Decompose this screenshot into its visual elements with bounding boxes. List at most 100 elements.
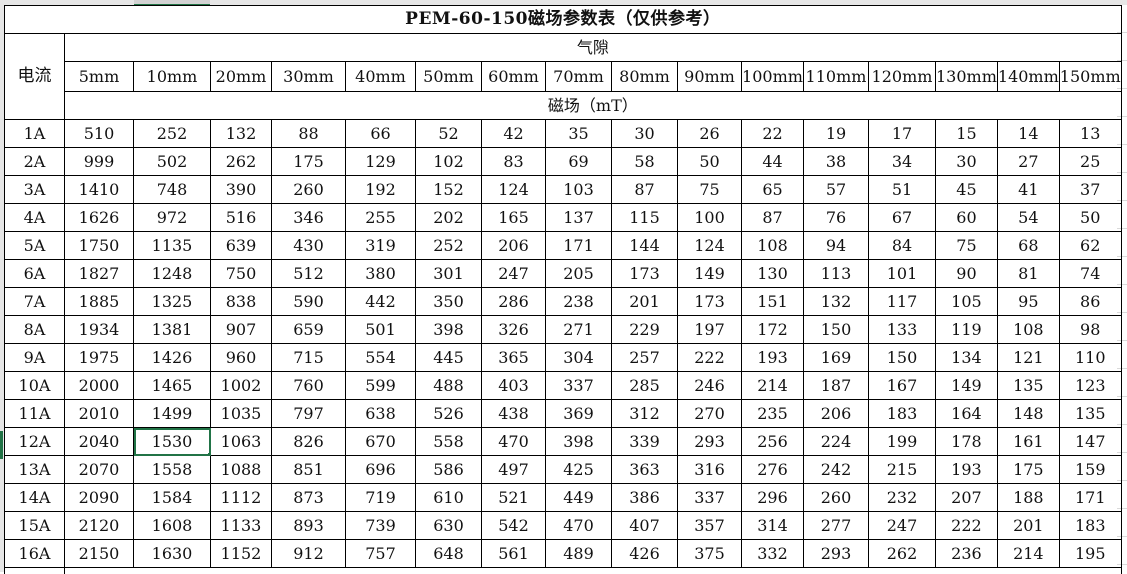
field-value-cell[interactable]: 257 [612, 344, 678, 372]
field-value-cell[interactable]: 242 [804, 456, 869, 484]
field-value-cell[interactable]: 1975 [65, 344, 134, 372]
field-value-cell[interactable]: 132 [804, 288, 869, 316]
field-value-cell[interactable]: 130 [742, 260, 804, 288]
field-value-cell[interactable]: 648 [416, 540, 482, 568]
field-value-cell[interactable]: 256 [742, 428, 804, 456]
field-value-cell[interactable]: 101 [869, 260, 936, 288]
field-value-cell[interactable]: 1827 [65, 260, 134, 288]
table-title[interactable]: PEM-60-150磁场参数表（仅供参考） [5, 6, 1122, 34]
current-cell[interactable]: 13A [5, 456, 65, 484]
field-value-cell[interactable]: 1750 [65, 232, 134, 260]
field-value-cell[interactable]: 285 [612, 372, 678, 400]
field-value-cell[interactable]: 51 [869, 176, 936, 204]
field-value-cell[interactable]: 37 [1059, 176, 1121, 204]
field-value-cell[interactable]: 167 [869, 372, 936, 400]
field-value-cell[interactable]: 201 [997, 512, 1059, 540]
field-value-cell[interactable]: 14 [997, 120, 1059, 148]
field-value-cell[interactable]: 50 [678, 148, 742, 176]
field-value-cell[interactable]: 132 [211, 120, 272, 148]
field-value-cell[interactable]: 489 [546, 540, 612, 568]
field-value-cell[interactable]: 165 [482, 204, 546, 232]
field-value-cell[interactable]: 22 [742, 120, 804, 148]
field-value-cell[interactable]: 35 [546, 120, 612, 148]
field-value-cell[interactable]: 1558 [134, 456, 211, 484]
field-value-cell[interactable]: 369 [546, 400, 612, 428]
gap-column-header[interactable]: 20mm [211, 62, 272, 92]
field-value-cell[interactable]: 1152 [211, 540, 272, 568]
field-value-cell[interactable]: 94 [804, 232, 869, 260]
field-value-cell[interactable]: 304 [546, 344, 612, 372]
field-value-cell[interactable]: 750 [211, 260, 272, 288]
field-value-cell[interactable]: 175 [997, 456, 1059, 484]
field-value-cell[interactable]: 1088 [211, 456, 272, 484]
field-value-cell[interactable]: 442 [346, 288, 416, 316]
field-value-cell[interactable]: 108 [742, 232, 804, 260]
gap-column-header[interactable]: 50mm [416, 62, 482, 92]
field-value-cell[interactable]: 1608 [134, 512, 211, 540]
field-value-cell[interactable]: 87 [612, 176, 678, 204]
field-value-cell[interactable]: 339 [612, 428, 678, 456]
field-value-cell[interactable]: 558 [416, 428, 482, 456]
current-cell[interactable]: 3A [5, 176, 65, 204]
field-value-cell[interactable]: 262 [211, 148, 272, 176]
current-cell[interactable]: 5A [5, 232, 65, 260]
field-value-cell[interactable]: 103 [546, 176, 612, 204]
field-value-cell[interactable]: 512 [272, 260, 346, 288]
gap-column-header[interactable]: 90mm [678, 62, 742, 92]
field-value-cell[interactable]: 117 [869, 288, 936, 316]
field-value-cell[interactable]: 148 [997, 400, 1059, 428]
field-value-cell[interactable]: 159 [1059, 456, 1121, 484]
field-value-cell[interactable]: 197 [678, 316, 742, 344]
field-value-cell[interactable]: 246 [678, 372, 742, 400]
field-value-cell[interactable]: 715 [272, 344, 346, 372]
field-value-cell[interactable]: 670 [346, 428, 416, 456]
field-value-cell[interactable]: 630 [416, 512, 482, 540]
field-value-cell[interactable]: 301 [416, 260, 482, 288]
field-value-cell[interactable]: 57 [804, 176, 869, 204]
field-value-cell[interactable]: 206 [804, 400, 869, 428]
current-cell[interactable]: 16A [5, 540, 65, 568]
field-value-cell[interactable]: 84 [869, 232, 936, 260]
field-value-cell[interactable]: 1530 [134, 428, 211, 456]
field-value-cell[interactable]: 171 [546, 232, 612, 260]
field-value-cell[interactable]: 135 [1059, 400, 1121, 428]
field-value-cell[interactable]: 1135 [134, 232, 211, 260]
field-value-cell[interactable]: 260 [272, 176, 346, 204]
field-value-cell[interactable]: 252 [134, 120, 211, 148]
field-value-cell[interactable]: 363 [612, 456, 678, 484]
field-value-cell[interactable]: 151 [742, 288, 804, 316]
field-value-cell[interactable]: 375 [678, 540, 742, 568]
field-value-cell[interactable]: 74 [1059, 260, 1121, 288]
field-value-cell[interactable]: 175 [272, 148, 346, 176]
field-value-cell[interactable]: 2090 [65, 484, 134, 512]
field-value-cell[interactable]: 207 [936, 484, 998, 512]
current-cell[interactable]: 7A [5, 288, 65, 316]
field-value-cell[interactable]: 255 [346, 204, 416, 232]
field-value-cell[interactable]: 797 [272, 400, 346, 428]
field-value-cell[interactable]: 252 [416, 232, 482, 260]
field-value-cell[interactable]: 365 [482, 344, 546, 372]
field-value-cell[interactable]: 398 [546, 428, 612, 456]
current-cell[interactable]: 11A [5, 400, 65, 428]
field-value-cell[interactable]: 137 [546, 204, 612, 232]
field-value-cell[interactable]: 873 [272, 484, 346, 512]
field-value-cell[interactable]: 26 [678, 120, 742, 148]
gap-column-header[interactable]: 100mm [742, 62, 804, 92]
gap-column-header[interactable]: 110mm [804, 62, 869, 92]
field-value-cell[interactable]: 1063 [211, 428, 272, 456]
field-value-cell[interactable]: 907 [211, 316, 272, 344]
field-value-cell[interactable]: 296 [742, 484, 804, 512]
field-value-cell[interactable]: 398 [416, 316, 482, 344]
field-value-cell[interactable]: 286 [482, 288, 546, 316]
field-value-cell[interactable]: 590 [272, 288, 346, 316]
field-value-cell[interactable]: 121 [997, 344, 1059, 372]
field-value-cell[interactable]: 149 [678, 260, 742, 288]
field-value-cell[interactable]: 659 [272, 316, 346, 344]
field-value-cell[interactable]: 161 [997, 428, 1059, 456]
current-cell[interactable]: 4A [5, 204, 65, 232]
field-value-cell[interactable]: 199 [869, 428, 936, 456]
current-cell[interactable]: 2A [5, 148, 65, 176]
field-value-cell[interactable]: 235 [742, 400, 804, 428]
field-value-cell[interactable]: 293 [678, 428, 742, 456]
field-value-cell[interactable]: 1133 [211, 512, 272, 540]
